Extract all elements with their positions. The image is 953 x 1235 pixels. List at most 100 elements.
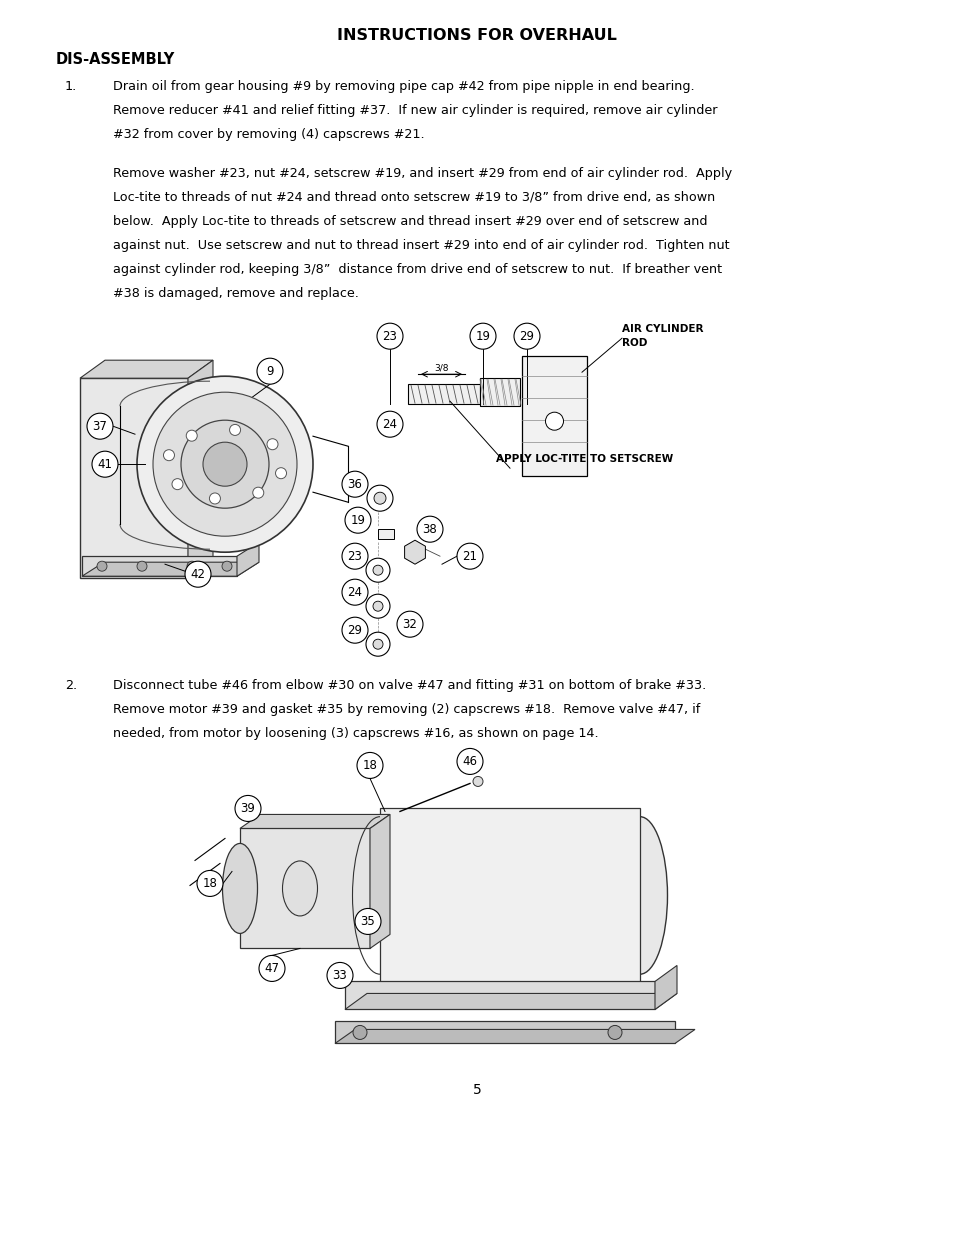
Ellipse shape <box>373 601 382 611</box>
Text: Disconnect tube #46 from elbow #30 on valve #47 and fitting #31 on bottom of bra: Disconnect tube #46 from elbow #30 on va… <box>112 679 705 692</box>
Ellipse shape <box>374 493 386 504</box>
Circle shape <box>456 748 482 774</box>
Circle shape <box>416 516 442 542</box>
Text: 24: 24 <box>347 585 362 599</box>
Text: 32: 32 <box>402 618 417 631</box>
Text: #38 is damaged, remove and replace.: #38 is damaged, remove and replace. <box>112 287 358 300</box>
Circle shape <box>222 561 232 572</box>
Text: 3/8: 3/8 <box>434 363 448 372</box>
Text: 21: 21 <box>462 550 477 563</box>
Text: 29: 29 <box>347 624 362 637</box>
Text: DIS-ASSEMBLY: DIS-ASSEMBLY <box>55 52 174 67</box>
Circle shape <box>341 472 368 498</box>
Circle shape <box>253 487 263 498</box>
Ellipse shape <box>222 844 257 934</box>
Text: Drain oil from gear housing #9 by removing pipe cap #42 from pipe nipple in end : Drain oil from gear housing #9 by removi… <box>112 80 694 93</box>
Text: 18: 18 <box>362 760 377 772</box>
Circle shape <box>91 451 118 477</box>
Bar <box>521 356 586 477</box>
Text: 29: 29 <box>519 330 534 342</box>
Text: 19: 19 <box>475 330 490 342</box>
Circle shape <box>345 508 371 534</box>
Circle shape <box>152 393 296 536</box>
Circle shape <box>203 442 247 487</box>
Circle shape <box>258 956 285 982</box>
Text: 39: 39 <box>240 802 255 815</box>
Text: against nut.  Use setscrew and nut to thread insert #29 into end of air cylinder: against nut. Use setscrew and nut to thr… <box>112 238 728 252</box>
Ellipse shape <box>366 632 390 656</box>
Text: Remove motor #39 and gasket #35 by removing (2) capscrews #18.  Remove valve #47: Remove motor #39 and gasket #35 by remov… <box>112 703 700 716</box>
Polygon shape <box>240 814 390 829</box>
Text: ROD: ROD <box>621 338 647 348</box>
Circle shape <box>376 411 402 437</box>
Circle shape <box>137 377 313 552</box>
Circle shape <box>355 909 380 935</box>
Text: 42: 42 <box>191 568 205 580</box>
Circle shape <box>187 561 196 572</box>
Text: below.  Apply Loc-tite to threads of setscrew and thread insert #29 over end of : below. Apply Loc-tite to threads of sets… <box>112 215 706 228</box>
Ellipse shape <box>366 594 390 619</box>
Circle shape <box>185 561 211 587</box>
Circle shape <box>256 358 283 384</box>
Ellipse shape <box>367 485 393 511</box>
Text: against cylinder rod, keeping 3/8”  distance from drive end of setscrew to nut. : against cylinder rod, keeping 3/8” dista… <box>112 263 720 277</box>
Bar <box>379 809 639 983</box>
Text: APPLY LOC-TITE TO SETSCREW: APPLY LOC-TITE TO SETSCREW <box>496 454 673 464</box>
Text: needed, from motor by loosening (3) capscrews #16, as shown on page 14.: needed, from motor by loosening (3) caps… <box>112 727 598 740</box>
Polygon shape <box>80 361 213 378</box>
Ellipse shape <box>373 566 382 576</box>
Circle shape <box>341 543 368 569</box>
Polygon shape <box>236 542 258 577</box>
Text: 38: 38 <box>422 522 436 536</box>
Circle shape <box>376 324 402 350</box>
Text: 9: 9 <box>266 364 274 378</box>
Polygon shape <box>335 1030 695 1044</box>
Bar <box>345 982 655 1009</box>
Circle shape <box>327 962 353 988</box>
Polygon shape <box>370 814 390 948</box>
Text: INSTRUCTIONS FOR OVERHAUL: INSTRUCTIONS FOR OVERHAUL <box>336 28 617 43</box>
Text: 46: 46 <box>462 755 477 768</box>
Text: 1.: 1. <box>65 80 77 93</box>
Circle shape <box>275 468 286 479</box>
Circle shape <box>341 618 368 643</box>
Polygon shape <box>345 993 677 1009</box>
Polygon shape <box>379 809 639 983</box>
Text: 18: 18 <box>202 877 217 890</box>
Bar <box>479 378 519 406</box>
Circle shape <box>396 611 422 637</box>
Text: 37: 37 <box>92 420 108 432</box>
Circle shape <box>353 1025 367 1040</box>
Ellipse shape <box>366 558 390 582</box>
Circle shape <box>97 561 107 572</box>
Text: 47: 47 <box>264 962 279 974</box>
Circle shape <box>234 795 261 821</box>
Ellipse shape <box>612 816 667 974</box>
Circle shape <box>186 430 197 441</box>
Circle shape <box>514 324 539 350</box>
Circle shape <box>607 1025 621 1040</box>
Text: 5: 5 <box>472 1083 481 1098</box>
Bar <box>240 829 370 948</box>
Circle shape <box>137 561 147 572</box>
Polygon shape <box>188 361 213 578</box>
Text: 2.: 2. <box>65 679 77 692</box>
Circle shape <box>456 543 482 569</box>
Text: 24: 24 <box>382 417 397 431</box>
Bar <box>408 384 479 404</box>
Circle shape <box>267 438 277 450</box>
Bar <box>335 1021 675 1044</box>
Circle shape <box>172 479 183 489</box>
Text: Remove reducer #41 and relief fitting #37.  If new air cylinder is required, rem: Remove reducer #41 and relief fitting #3… <box>112 104 717 117</box>
Bar <box>80 378 188 578</box>
Text: Remove washer #23, nut #24, setscrew #19, and insert #29 from end of air cylinde: Remove washer #23, nut #24, setscrew #19… <box>112 167 731 180</box>
Circle shape <box>196 871 223 897</box>
Text: Loc-tite to threads of nut #24 and thread onto setscrew #19 to 3/8” from drive e: Loc-tite to threads of nut #24 and threa… <box>112 190 714 204</box>
Circle shape <box>87 414 112 440</box>
Circle shape <box>230 425 240 436</box>
Circle shape <box>341 579 368 605</box>
Text: 23: 23 <box>347 550 362 563</box>
Bar <box>82 556 236 577</box>
Circle shape <box>181 420 269 508</box>
Ellipse shape <box>282 861 317 916</box>
